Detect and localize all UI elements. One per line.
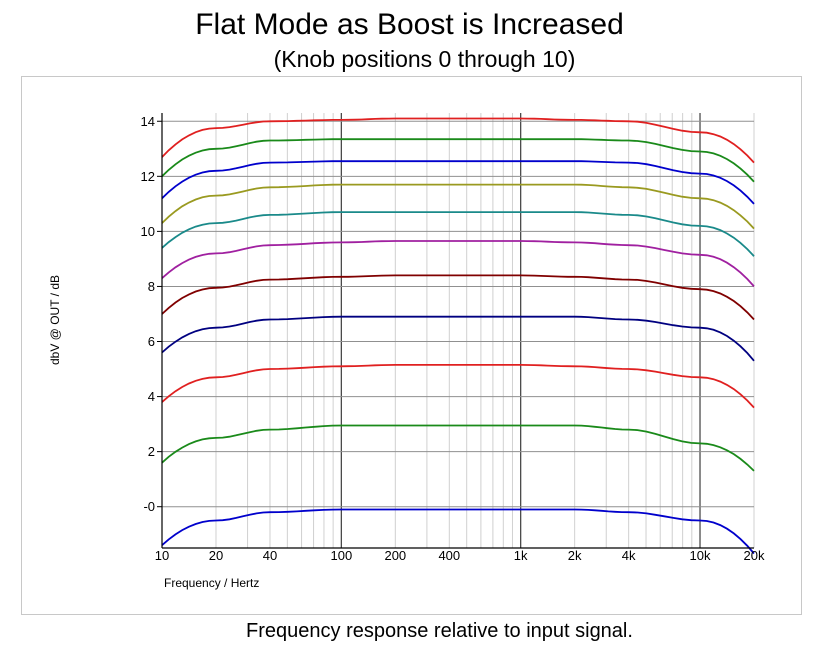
x-tick-label: 4k xyxy=(622,548,636,563)
series-line-1 xyxy=(161,424,755,472)
series-line-5 xyxy=(161,240,755,288)
y-tick-label: 14 xyxy=(141,114,155,129)
series-line-8 xyxy=(161,160,755,205)
minor-grid xyxy=(161,113,755,548)
x-tick-label: 40 xyxy=(263,548,277,563)
chart-title: Flat Mode as Boost is Increased xyxy=(195,8,624,41)
series-line-4 xyxy=(161,274,755,321)
series-line-6 xyxy=(161,211,755,257)
x-tick-label: 100 xyxy=(330,548,352,563)
series-line-9 xyxy=(161,138,755,183)
x-tick-label: 20k xyxy=(744,548,765,563)
x-tick-label: 20 xyxy=(209,548,223,563)
y-tick-label: 2 xyxy=(148,444,155,459)
series-line-3 xyxy=(161,315,755,362)
series-line-7 xyxy=(161,183,755,230)
x-tick-label: 200 xyxy=(384,548,406,563)
plot-frame xyxy=(21,76,802,615)
series-line-2 xyxy=(161,364,755,409)
x-tick-label: 10 xyxy=(155,548,169,563)
x-tick-labels: 10 20 40 100 200 400 1k 2k 4k 10k 20k xyxy=(155,548,765,563)
y-tick-label: 4 xyxy=(148,389,155,404)
x-axis-label: Frequency / Hertz xyxy=(164,576,259,590)
series-line-0 xyxy=(161,508,755,555)
series-line-10 xyxy=(161,117,755,164)
x-tick-label: 400 xyxy=(438,548,460,563)
x-tick-label: 2k xyxy=(568,548,582,563)
chart-subtitle: (Knob positions 0 through 10) xyxy=(273,46,576,72)
axes-layer xyxy=(157,113,754,549)
y-tick-label: -0 xyxy=(143,499,155,514)
x-tick-label: 10k xyxy=(690,548,711,563)
y-tick-label: 10 xyxy=(141,224,155,239)
y-tick-label: 6 xyxy=(148,334,155,349)
y-tick-label: 12 xyxy=(141,169,155,184)
y-axis-label: dbV @ OUT / dB xyxy=(48,275,62,365)
chart-caption: Frequency response relative to input sig… xyxy=(246,620,633,642)
y-tick-label: 8 xyxy=(148,279,155,294)
y-tick-labels: -0 2 4 6 8 10 12 14 xyxy=(141,114,155,514)
major-grid xyxy=(162,113,754,548)
series-layer xyxy=(161,117,755,555)
x-tick-label: 1k xyxy=(514,548,528,563)
